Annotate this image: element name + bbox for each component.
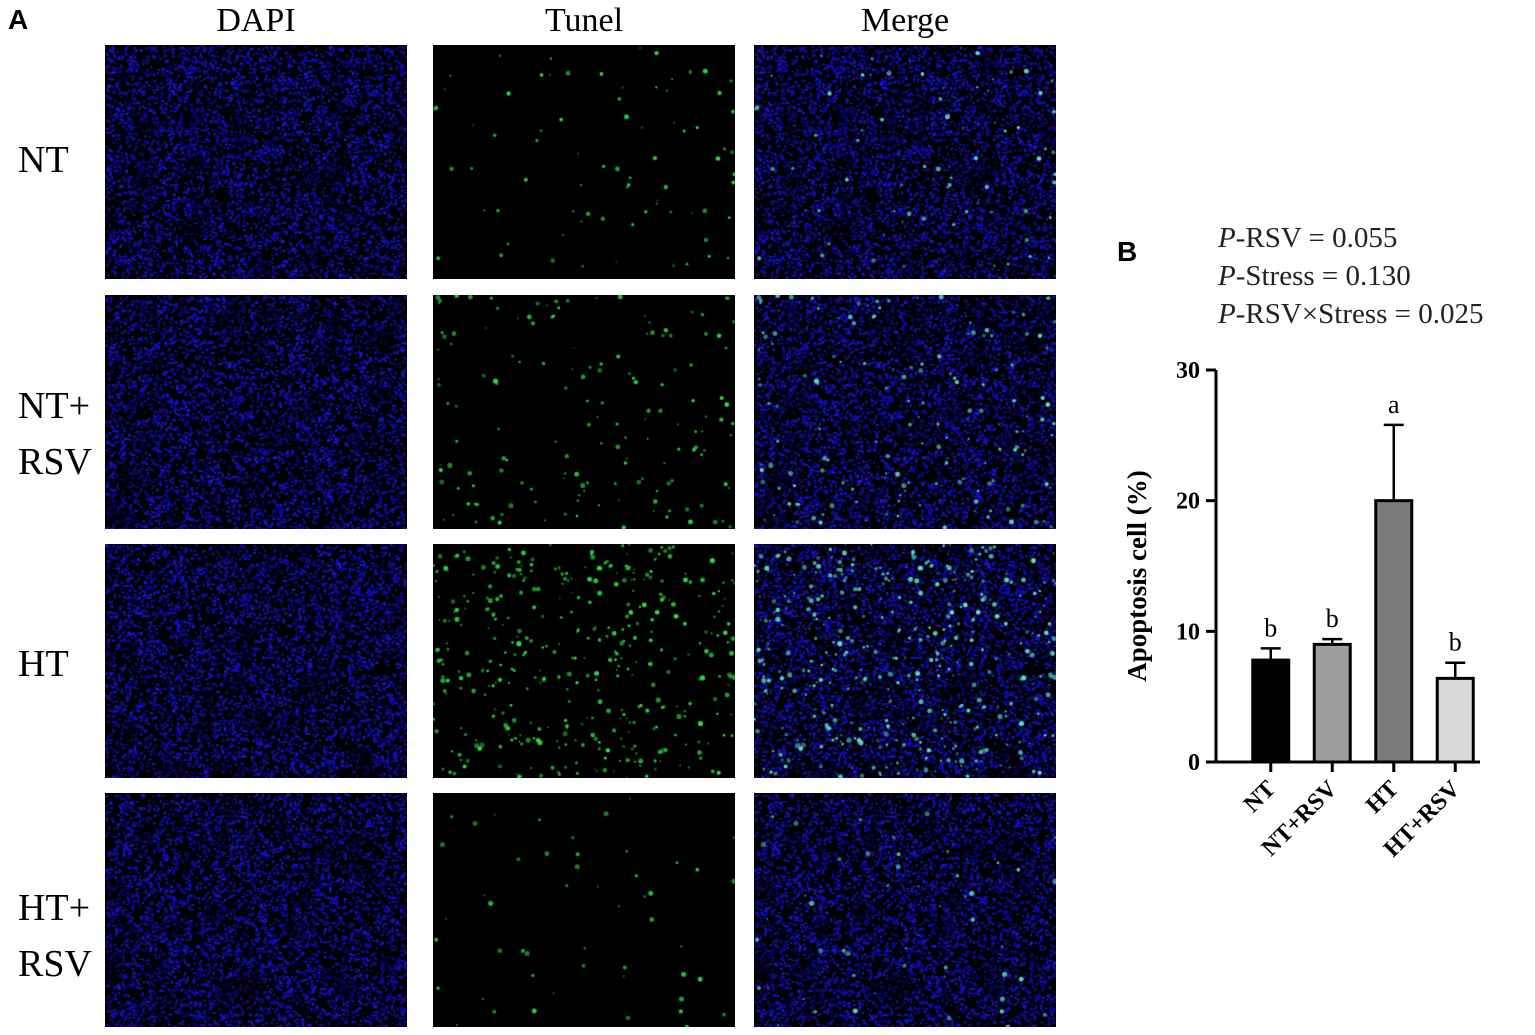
bar-nt bbox=[1251, 658, 1291, 764]
y-tick-label: 30 bbox=[1176, 358, 1200, 384]
significance-letter: a bbox=[1388, 390, 1400, 419]
micrograph-nt-rsv-tunel bbox=[433, 295, 735, 529]
panel-a-letter: A bbox=[8, 4, 29, 35]
y-axis-label: Apoptosis cell (%) bbox=[1122, 470, 1152, 682]
micrograph-ht-rsv-tunel bbox=[433, 793, 735, 1027]
micrograph-ht-rsv-dapi bbox=[105, 793, 407, 1027]
micrograph-nt-merge bbox=[754, 45, 1056, 279]
stat-text: -Stress = 0.130 bbox=[1235, 260, 1411, 292]
row-label-line: NT+ bbox=[18, 385, 91, 427]
micrograph-ht-merge bbox=[754, 544, 1056, 778]
y-tick-label: 0 bbox=[1188, 750, 1200, 776]
column-header-dapi: DAPI bbox=[216, 2, 296, 39]
stat-p-rsv: P-RSV = 0.055 bbox=[1218, 222, 1397, 255]
micrograph-nt-rsv-dapi bbox=[105, 295, 407, 529]
stat-p-interaction: P-RSV×Stress = 0.025 bbox=[1218, 298, 1484, 331]
row-label-line: RSV bbox=[18, 943, 92, 985]
significance-letter: b bbox=[1449, 628, 1462, 657]
significance-letter: b bbox=[1264, 613, 1277, 642]
stat-p-symbol: P bbox=[1218, 260, 1236, 292]
y-tick-label: 20 bbox=[1176, 489, 1200, 515]
column-header-tunel: Tunel bbox=[544, 2, 624, 39]
x-tick-label: NT bbox=[1239, 776, 1281, 818]
stat-text: -RSV×Stress = 0.025 bbox=[1235, 298, 1484, 330]
significance-letter: b bbox=[1326, 604, 1339, 633]
row-label-ht-rsv: HT+ RSV bbox=[18, 880, 92, 992]
bar-nt-rsv bbox=[1312, 642, 1352, 764]
micrograph-nt-rsv-merge bbox=[754, 295, 1056, 529]
bar-ht-rsv bbox=[1435, 676, 1475, 764]
row-label-ht: HT bbox=[18, 636, 69, 692]
panel-b-letter: B bbox=[1117, 236, 1138, 267]
column-header-merge: Merge bbox=[860, 2, 950, 39]
micrograph-ht-dapi bbox=[105, 544, 407, 778]
stat-text: -RSV = 0.055 bbox=[1235, 222, 1398, 254]
row-label-nt-rsv: NT+ RSV bbox=[18, 378, 92, 490]
micrograph-nt-tunel bbox=[433, 45, 735, 279]
y-tick-label: 10 bbox=[1176, 619, 1200, 645]
row-label-line: RSV bbox=[18, 441, 92, 483]
row-label-nt: NT bbox=[18, 132, 69, 188]
micrograph-nt-dapi bbox=[105, 45, 407, 279]
stat-p-symbol: P bbox=[1218, 222, 1236, 254]
bar-ht bbox=[1374, 499, 1414, 764]
row-label-line: HT bbox=[18, 643, 69, 685]
stat-p-symbol: P bbox=[1218, 298, 1236, 330]
row-label-line: HT+ bbox=[18, 887, 91, 929]
x-tick-label: HT bbox=[1361, 776, 1404, 819]
micrograph-ht-tunel bbox=[433, 544, 735, 778]
stat-p-stress: P-Stress = 0.130 bbox=[1218, 260, 1411, 293]
row-label-line: NT bbox=[18, 139, 69, 181]
micrograph-ht-rsv-merge bbox=[754, 793, 1056, 1027]
